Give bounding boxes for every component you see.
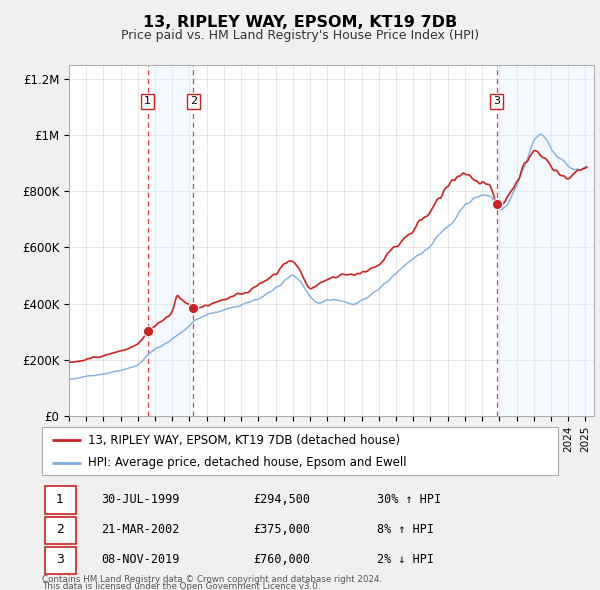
Text: This data is licensed under the Open Government Licence v3.0.: This data is licensed under the Open Gov… <box>42 582 320 590</box>
Text: £294,500: £294,500 <box>254 493 311 506</box>
Text: 3: 3 <box>493 96 500 106</box>
Text: 13, RIPLEY WAY, EPSOM, KT19 7DB: 13, RIPLEY WAY, EPSOM, KT19 7DB <box>143 15 457 30</box>
Point <box>188 304 198 313</box>
Text: 13, RIPLEY WAY, EPSOM, KT19 7DB (detached house): 13, RIPLEY WAY, EPSOM, KT19 7DB (detache… <box>88 434 401 447</box>
Text: 21-MAR-2002: 21-MAR-2002 <box>101 523 180 536</box>
Text: 8% ↑ HPI: 8% ↑ HPI <box>377 523 434 536</box>
Text: 30% ↑ HPI: 30% ↑ HPI <box>377 493 442 506</box>
Bar <box>497 65 594 416</box>
Text: 08-NOV-2019: 08-NOV-2019 <box>101 553 180 566</box>
Text: 30-JUL-1999: 30-JUL-1999 <box>101 493 180 506</box>
Bar <box>148 65 193 416</box>
Text: 1: 1 <box>56 493 64 506</box>
FancyBboxPatch shape <box>44 547 76 574</box>
Point <box>143 327 152 336</box>
FancyBboxPatch shape <box>44 486 76 514</box>
Text: £760,000: £760,000 <box>254 553 311 566</box>
Text: 2: 2 <box>56 523 64 536</box>
Point <box>492 199 502 209</box>
Text: 2: 2 <box>190 96 197 106</box>
Text: 2% ↓ HPI: 2% ↓ HPI <box>377 553 434 566</box>
Text: £375,000: £375,000 <box>254 523 311 536</box>
Text: 1: 1 <box>144 96 151 106</box>
Text: Price paid vs. HM Land Registry's House Price Index (HPI): Price paid vs. HM Land Registry's House … <box>121 30 479 42</box>
FancyBboxPatch shape <box>44 516 76 544</box>
Text: HPI: Average price, detached house, Epsom and Ewell: HPI: Average price, detached house, Epso… <box>88 456 407 470</box>
Text: Contains HM Land Registry data © Crown copyright and database right 2024.: Contains HM Land Registry data © Crown c… <box>42 575 382 584</box>
Text: 3: 3 <box>56 553 64 566</box>
